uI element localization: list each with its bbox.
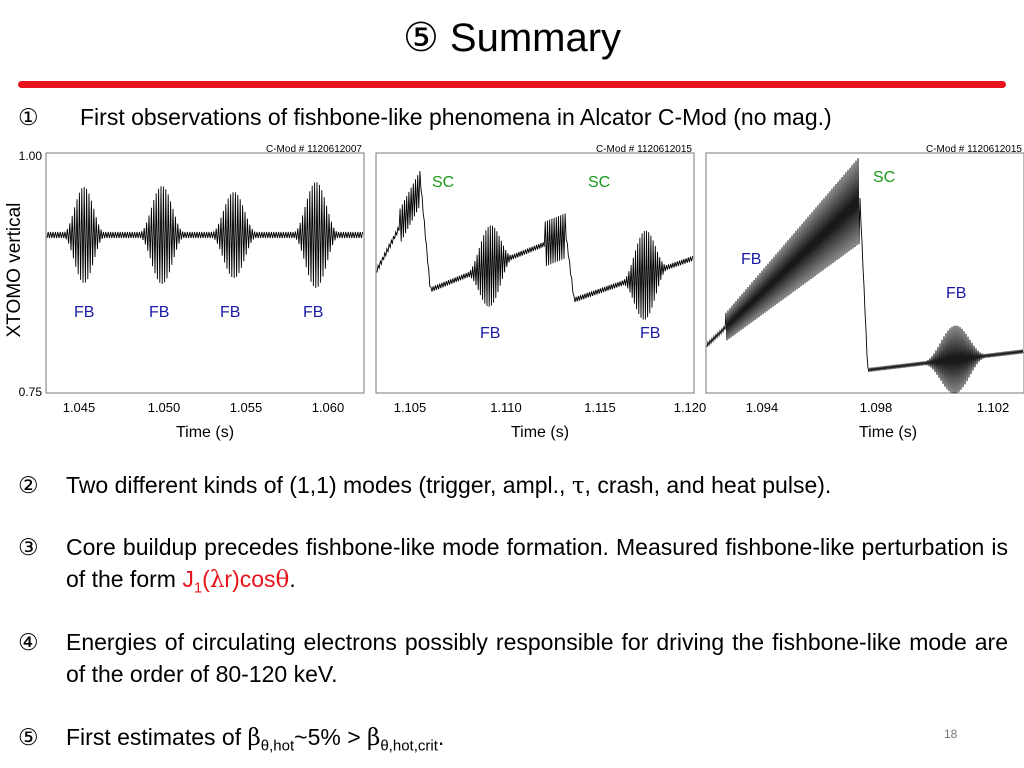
panel-2-label-sc-2: SC [588, 174, 610, 191]
bullet-text: Two different kinds of (1,1) modes (trig… [66, 469, 1008, 502]
panel-3-trace [706, 158, 1024, 394]
theta-symbol: θ [275, 567, 290, 593]
panel-1-xtick: 1.045 [63, 400, 96, 415]
formula-part: ( [202, 566, 210, 592]
bullet-number: ⑤ [18, 724, 39, 750]
bullet-text-part: . [437, 724, 445, 750]
panel-1-xlabel: Time (s) [176, 424, 234, 441]
formula-part: J [182, 566, 194, 592]
bullet-text-part: . [289, 566, 296, 592]
bullet-number: ③ [18, 534, 39, 560]
tau-symbol: τ [571, 473, 585, 499]
panel-1-xtick: 1.055 [230, 400, 263, 415]
panel-2-xlabel: Time (s) [511, 424, 569, 441]
title-divider [18, 81, 1006, 88]
panel-2-label-fb-2: FB [640, 325, 660, 342]
xtomo-figure: XTOMO vertical 1.00 0.75 C-Mod # 1120612… [0, 140, 1024, 450]
panel-2-xtick: 1.105 [394, 400, 427, 415]
y-tick-top: 1.00 [19, 149, 43, 163]
panel-1-label-fb-1: FB [74, 304, 94, 321]
panel-3-shot: C-Mod # 1120612015 [926, 144, 1022, 155]
bessel-formula: J1(λr)cosθ [182, 566, 290, 596]
panel-3-xtick: 1.102 [977, 400, 1010, 415]
panel-1-frame [45, 152, 365, 394]
panel-3-label-sc: SC [873, 169, 895, 186]
bullet-text: First observations of fishbone-like phen… [80, 104, 832, 130]
bullet-text: First estimates of βθ,hot~5% > βθ,hot,cr… [66, 721, 1008, 754]
bullet-text: Core buildup precedes fishbone-like mode… [66, 531, 1008, 596]
panel-1-trace [46, 182, 364, 289]
panel-2-xtick: 1.115 [584, 400, 616, 415]
panel-3-xtick: 1.098 [860, 400, 893, 415]
panel-3-xtick: 1.094 [746, 400, 779, 415]
panel-2-xtick: 1.110 [490, 400, 522, 415]
panel-1-xtick: 1.050 [148, 400, 181, 415]
panel-3-xlabel: Time (s) [859, 424, 917, 441]
bullet-number: ④ [18, 629, 39, 655]
bullet-text-part: , crash, and heat pulse). [584, 472, 832, 498]
beta-symbol: β [367, 725, 381, 751]
y-tick-bottom: 0.75 [19, 385, 43, 399]
bullet-text-part: First estimates of [66, 724, 248, 750]
bullet-number: ② [18, 472, 39, 498]
panel-2-shot: C-Mod # 1120612015 [596, 144, 692, 155]
formula-subscript: 1 [193, 579, 203, 597]
panel-2-label-fb-1: FB [480, 325, 500, 342]
panel-1-shot: C-Mod # 1120612007 [266, 144, 362, 155]
panel-3-label-fb-2: FB [946, 285, 966, 302]
panel-2-trace [376, 170, 694, 320]
panel-2-label-sc-1: SC [432, 174, 454, 191]
bullet-text: Energies of circulating electrons possib… [66, 629, 1008, 687]
beta-subscript: θ,hot [260, 737, 295, 755]
panel-1-label-fb-3: FB [220, 304, 240, 321]
bullet-text-part: Core buildup precedes fishbone-like mode… [66, 534, 1008, 592]
bullet-text-part: ~5% > [294, 724, 368, 750]
slide-title: ⑤ Summary [402, 16, 622, 60]
y-axis-label: XTOMO vertical [4, 203, 25, 338]
panel-3-frame [705, 152, 1024, 394]
slide-number: 18 [944, 727, 958, 741]
beta-subscript: θ,hot,crit [380, 737, 438, 755]
panel-1-xtick: 1.060 [312, 400, 345, 415]
panel-2-xtick: 1.120 [674, 400, 707, 415]
panel-1-label-fb-4: FB [303, 304, 323, 321]
panel-3-label-fb-1: FB [741, 251, 761, 268]
panel-2-frame [375, 152, 695, 394]
bullet-text-part: Two different kinds of (1,1) modes (trig… [66, 472, 572, 498]
panel-1-label-fb-2: FB [149, 304, 169, 321]
formula-part: r)cos [224, 566, 276, 592]
bullet-number: ① [18, 104, 39, 130]
lambda-symbol: λ [209, 567, 225, 593]
beta-symbol: β [247, 725, 261, 751]
